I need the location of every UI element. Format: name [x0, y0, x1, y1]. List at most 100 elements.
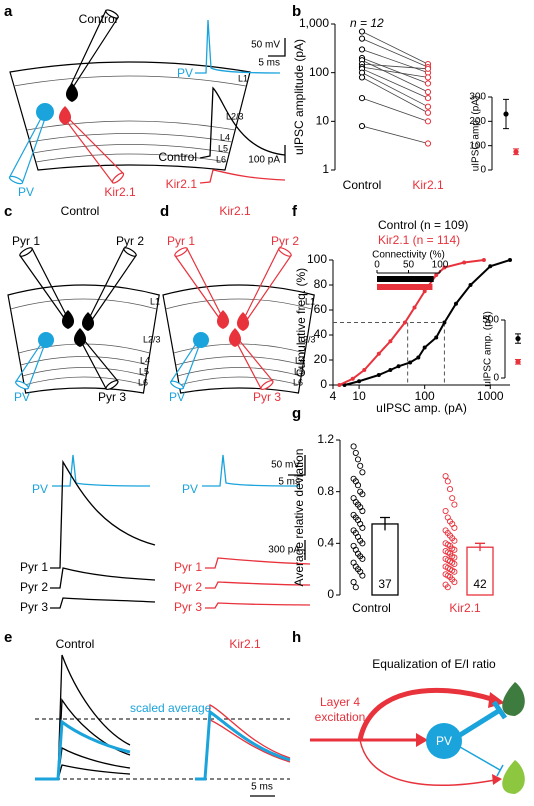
y-tick-label: 20 [314, 352, 328, 366]
point [481, 258, 486, 262]
trace-label: PV [182, 482, 198, 496]
point [451, 546, 458, 553]
point [515, 335, 521, 342]
x-tick-label: Control [352, 601, 391, 615]
slice-diagram [9, 61, 251, 171]
series-line [344, 259, 511, 386]
electrode-label: Pyr 3 [253, 390, 281, 404]
point [337, 383, 342, 387]
trace-label: PV [32, 482, 48, 496]
panel-label: a [4, 3, 13, 20]
annotation: scaled average [130, 701, 212, 715]
y-tick-label: 0 [480, 165, 486, 176]
x-tick-label: Kir2.1 [412, 178, 444, 192]
point [412, 305, 417, 310]
point [359, 572, 366, 579]
point [359, 491, 366, 498]
x-tick-label: 4 [330, 389, 337, 403]
layer-label: L4 [140, 355, 150, 365]
point [442, 473, 449, 480]
point [358, 122, 366, 130]
y-tick-label: 100 [307, 252, 327, 266]
point [396, 364, 401, 369]
panel-label: b [292, 3, 301, 20]
point [376, 351, 381, 356]
point [451, 579, 458, 586]
point [358, 35, 366, 42]
y-axis-label: uIPSC amp. (pA) [471, 96, 482, 172]
electrode-label: PV [169, 390, 185, 404]
pipette-end [123, 247, 137, 257]
y-tick-label: 100 [469, 140, 486, 151]
y-tick-label: 1 [322, 162, 329, 176]
y-tick-label: 80 [314, 277, 328, 291]
layer-label: L2/3 [143, 334, 161, 344]
electrode-label: Kir2.1 [104, 185, 136, 199]
point [424, 103, 432, 110]
pipette [64, 116, 125, 184]
y-tick-label: 100 [309, 65, 329, 79]
input-label: excitation [315, 710, 366, 724]
y-tick-label: 300 [469, 92, 486, 103]
point [424, 74, 432, 81]
pair-line [361, 31, 429, 65]
y-tick-label: 0 [320, 377, 327, 391]
x-tick-label: 10 [352, 389, 366, 403]
electrode-label: Pyr 3 [98, 390, 126, 404]
annotation: n = 12 [350, 16, 384, 30]
point [358, 95, 366, 102]
pipette-end [174, 247, 188, 257]
layer-label: L1 [150, 296, 160, 306]
input-label: Layer 4 [320, 695, 360, 709]
point [515, 359, 521, 365]
scale-label: 50 mV [251, 40, 280, 51]
panel-title: Kir2.1 [229, 637, 261, 651]
point [424, 140, 432, 147]
x-tick-label: 50 [403, 260, 415, 271]
pipette-end [19, 247, 33, 257]
scale-label: 300 pA [268, 545, 300, 556]
trace-label: Pyr 2 [174, 580, 202, 594]
point [424, 80, 432, 87]
count-label: 42 [473, 577, 487, 591]
point [352, 584, 359, 591]
pair-line [361, 77, 429, 114]
y-tick-label: 10 [316, 114, 330, 128]
x-axis-label: Connectivity (%) [372, 250, 445, 261]
trace-label: Control [158, 150, 197, 164]
electrode-label: PV [14, 390, 30, 404]
point [350, 443, 357, 450]
pair-line [361, 66, 429, 78]
bar [371, 523, 399, 596]
point [442, 320, 447, 325]
y-axis-label: uIPSC amp. (pA) [483, 311, 494, 387]
point [359, 507, 366, 515]
point [424, 65, 432, 72]
point [442, 265, 447, 270]
point [388, 368, 393, 372]
traces [50, 454, 311, 609]
pipette-end [105, 379, 119, 391]
pipette [174, 247, 224, 320]
pair-line [361, 59, 429, 93]
layer-label: L2/3 [298, 334, 316, 344]
trace-label: Pyr 1 [174, 560, 202, 574]
legend-label: Control (n = 109) [378, 218, 468, 232]
point [442, 507, 449, 515]
point [359, 469, 366, 476]
layer-label: L6 [138, 377, 148, 387]
trace-label: Pyr 1 [20, 560, 48, 574]
point [362, 368, 367, 372]
y-tick-label: 1,000 [299, 16, 329, 30]
point [424, 118, 432, 125]
pair-line [361, 68, 429, 99]
point [424, 95, 432, 102]
point [357, 462, 364, 469]
scale-label: 5 ms [251, 782, 273, 793]
y-axis-label: uIPSC amplitude (pA) [292, 39, 306, 155]
point [453, 301, 458, 306]
pair-line [361, 97, 429, 122]
pipette-end [170, 380, 184, 390]
trace [199, 86, 286, 159]
trace [199, 169, 286, 184]
